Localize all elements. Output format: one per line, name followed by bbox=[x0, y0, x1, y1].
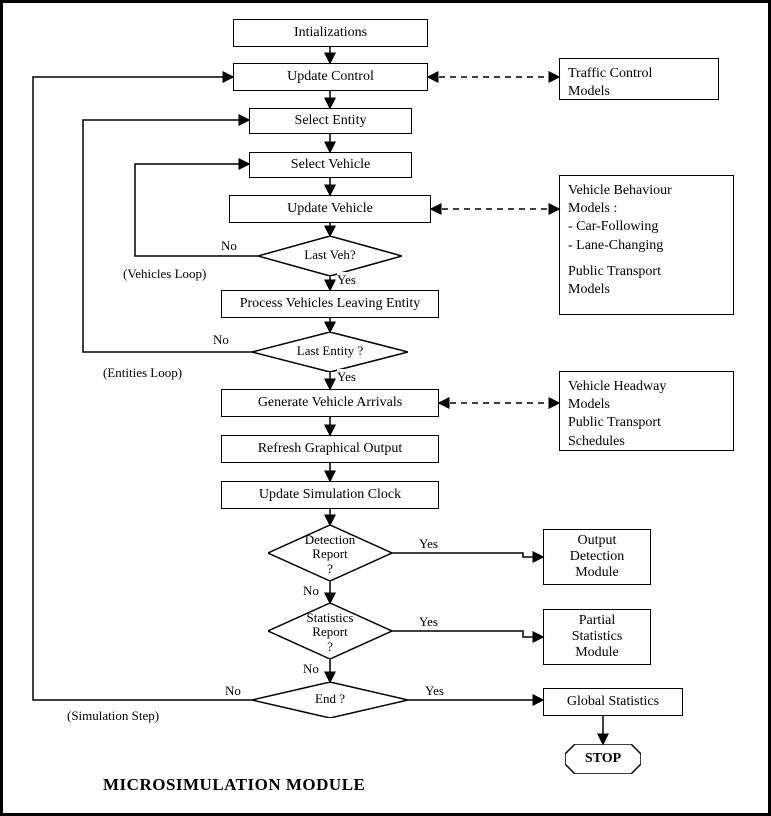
sidebox-vehicle-headway: Vehicle HeadwayModelsPublic TransportSch… bbox=[559, 371, 734, 451]
label-end-yes: Yes bbox=[425, 683, 444, 699]
node-init: Intializations bbox=[233, 19, 428, 47]
sidebox-traffic-control: Traffic ControlModels bbox=[559, 58, 719, 100]
label-vehicles-loop: (Vehicles Loop) bbox=[123, 266, 206, 282]
label-simulation-step: (Simulation Step) bbox=[67, 708, 159, 724]
node-generate-arrivals: Generate Vehicle Arrivals bbox=[221, 389, 439, 417]
node-select-vehicle: Select Vehicle bbox=[249, 152, 412, 178]
node-global-statistics: Global Statistics bbox=[543, 688, 683, 716]
label-statrep-yes: Yes bbox=[419, 614, 438, 630]
node-update-vehicle: Update Vehicle bbox=[229, 195, 431, 223]
module-title: MICROSIMULATION MODULE bbox=[103, 775, 365, 795]
diamond-detection-report: Detection Report ? bbox=[268, 525, 392, 581]
diamond-last-entity: Last Entity ? bbox=[252, 332, 408, 372]
node-stop: STOP bbox=[565, 744, 641, 774]
node-output-detection: Output Detection Module bbox=[543, 529, 651, 585]
label-lastent-yes: Yes bbox=[337, 369, 356, 385]
diamond-last-veh: Last Veh? bbox=[258, 236, 402, 276]
node-partial-statistics: Partial Statistics Module bbox=[543, 609, 651, 665]
label-detrep-no: No bbox=[303, 583, 319, 599]
node-process-leaving: Process Vehicles Leaving Entity bbox=[221, 290, 439, 318]
node-update-clock: Update Simulation Clock bbox=[221, 481, 439, 509]
sidebox-vehicle-behaviour: Vehicle BehaviourModels :- Car-Following… bbox=[559, 175, 734, 315]
node-select-entity: Select Entity bbox=[249, 108, 412, 134]
label-entities-loop: (Entities Loop) bbox=[103, 365, 182, 381]
node-update-control: Update Control bbox=[233, 63, 428, 91]
diamond-end: End ? bbox=[252, 682, 408, 718]
diamond-statistics-report: Statistics Report ? bbox=[268, 603, 392, 659]
label-lastent-no: No bbox=[213, 332, 229, 348]
label-statrep-no: No bbox=[303, 661, 319, 677]
node-refresh-output: Refresh Graphical Output bbox=[221, 435, 439, 463]
flowchart-canvas: Intializations Update Control Select Ent… bbox=[0, 0, 771, 816]
label-end-no: No bbox=[225, 683, 241, 699]
label-detrep-yes: Yes bbox=[419, 536, 438, 552]
label-lastveh-yes: Yes bbox=[337, 272, 356, 288]
label-lastveh-no: No bbox=[221, 238, 237, 254]
